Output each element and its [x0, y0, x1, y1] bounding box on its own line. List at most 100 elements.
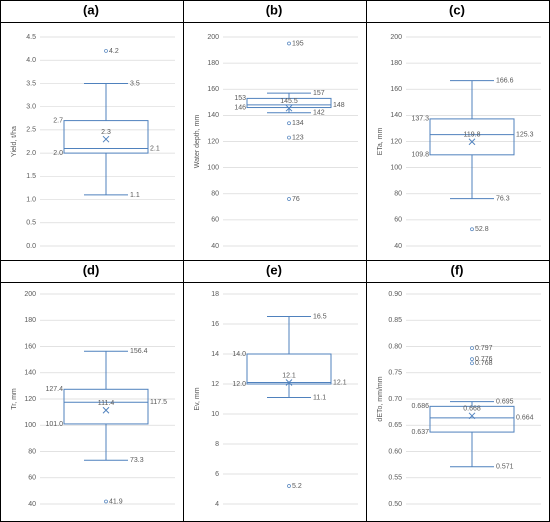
y-tick-label: 160: [207, 86, 219, 93]
y-tick-label: 120: [390, 138, 402, 145]
outlier: [470, 227, 474, 232]
data-label: 5.2: [292, 483, 302, 490]
data-label: 3.5: [130, 80, 140, 87]
panel-title: (f): [451, 262, 464, 277]
y-tick-label: 200: [207, 34, 219, 41]
y-tick-label: 10: [211, 411, 219, 418]
data-label: 41.9: [109, 498, 123, 505]
data-label: 76.3: [496, 195, 510, 202]
data-label: 153: [234, 95, 246, 102]
y-tick-label: 180: [390, 60, 402, 67]
y-tick-label: 200: [390, 34, 402, 41]
panel-title: (d): [83, 262, 100, 277]
y-tick-label: 0.65: [388, 422, 402, 429]
data-label: 0.668: [463, 406, 481, 413]
box: [63, 388, 149, 425]
data-label: 134: [292, 120, 304, 127]
y-tick-label: 40: [28, 501, 36, 508]
data-label: 111.4: [98, 400, 115, 407]
y-tick-label: 0.5: [26, 220, 36, 227]
y-tick-label: 12: [211, 381, 219, 388]
y-tick-label: 0.80: [388, 343, 402, 350]
data-label: 14.0: [232, 351, 246, 358]
y-tick-label: 2.0: [26, 150, 36, 157]
data-label: 11.1: [313, 394, 326, 401]
data-label: 109.8: [411, 152, 429, 159]
y-tick-label: 80: [394, 191, 402, 198]
data-label: 148: [333, 102, 345, 109]
y-tick-label: 0.90: [388, 291, 402, 298]
outlier: [470, 361, 474, 366]
y-tick-label: 6: [215, 471, 219, 478]
y-tick-label: 2.5: [26, 127, 36, 134]
data-label: 0.664: [516, 415, 534, 422]
panel-title: (a): [83, 2, 99, 17]
y-tick-label: 0.50: [388, 501, 402, 508]
data-label: 145.5: [280, 98, 298, 105]
y-tick-label: 16: [211, 321, 219, 328]
y-tick-label: 120: [24, 396, 36, 403]
mean-marker: [468, 412, 476, 420]
y-tick-label: 4.0: [26, 57, 36, 64]
y-axis-label: Tr, mm: [11, 388, 18, 410]
y-tick-label: 40: [394, 243, 402, 250]
y-tick-label: 1.0: [26, 196, 36, 203]
y-axis-label: Ev, mm: [194, 387, 201, 410]
box: [246, 353, 332, 385]
data-label: 0.768: [475, 360, 493, 367]
mean-marker: [102, 135, 110, 143]
data-label: 0.776: [475, 356, 493, 363]
y-tick-label: 140: [24, 370, 36, 377]
data-label: 12.0: [232, 381, 246, 388]
y-tick-label: 0.85: [388, 317, 402, 324]
y-tick-label: 8: [215, 441, 219, 448]
data-label: 2.1: [150, 145, 160, 152]
panel-title: (c): [449, 2, 465, 17]
y-tick-label: 160: [24, 343, 36, 350]
data-label: 123: [292, 134, 304, 141]
data-label: 12.1: [333, 379, 347, 386]
y-tick-label: 0.60: [388, 448, 402, 455]
y-tick-label: 60: [28, 475, 36, 482]
outlier: [287, 135, 291, 140]
data-label: 195: [292, 40, 304, 47]
panel-title: (e): [266, 262, 282, 277]
data-label: 16.5: [313, 313, 327, 320]
y-tick-label: 140: [390, 112, 402, 119]
y-tick-label: 100: [390, 164, 402, 171]
y-tick-label: 120: [207, 138, 219, 145]
data-label: 157: [313, 90, 325, 97]
y-tick-label: 80: [211, 191, 219, 198]
y-tick-label: 180: [207, 60, 219, 67]
outlier: [287, 197, 291, 201]
y-tick-label: 0.55: [388, 475, 402, 482]
y-axis-label: Yield, t/ha: [11, 126, 18, 157]
box: [429, 405, 515, 433]
y-tick-label: 0.70: [388, 396, 402, 403]
data-label: 146: [234, 104, 246, 111]
y-tick-label: 14: [211, 351, 219, 358]
y-tick-label: 18: [211, 291, 219, 298]
outlier: [470, 357, 474, 361]
data-label: 117.5: [150, 399, 167, 406]
y-tick-label: 4.5: [26, 34, 36, 41]
data-label: 73.3: [130, 457, 144, 464]
y-tick-label: 1.5: [26, 173, 36, 180]
data-label: 0.637: [411, 429, 429, 436]
data-label: 2.7: [53, 117, 63, 124]
data-label: 101.0: [45, 421, 63, 428]
data-label: 76: [292, 196, 300, 203]
data-label: 2.3: [101, 129, 111, 136]
outlier: [104, 499, 108, 504]
data-label: 137.3: [411, 116, 429, 123]
y-tick-label: 60: [394, 217, 402, 224]
mean-marker: [285, 104, 293, 112]
y-tick-label: 0.75: [388, 370, 402, 377]
data-label: 1.1: [130, 192, 140, 199]
outlier: [287, 41, 291, 46]
y-tick-label: 160: [390, 86, 402, 93]
mean-marker: [285, 379, 293, 386]
y-tick-label: 0.0: [26, 243, 36, 250]
y-tick-label: 3.0: [26, 104, 36, 111]
